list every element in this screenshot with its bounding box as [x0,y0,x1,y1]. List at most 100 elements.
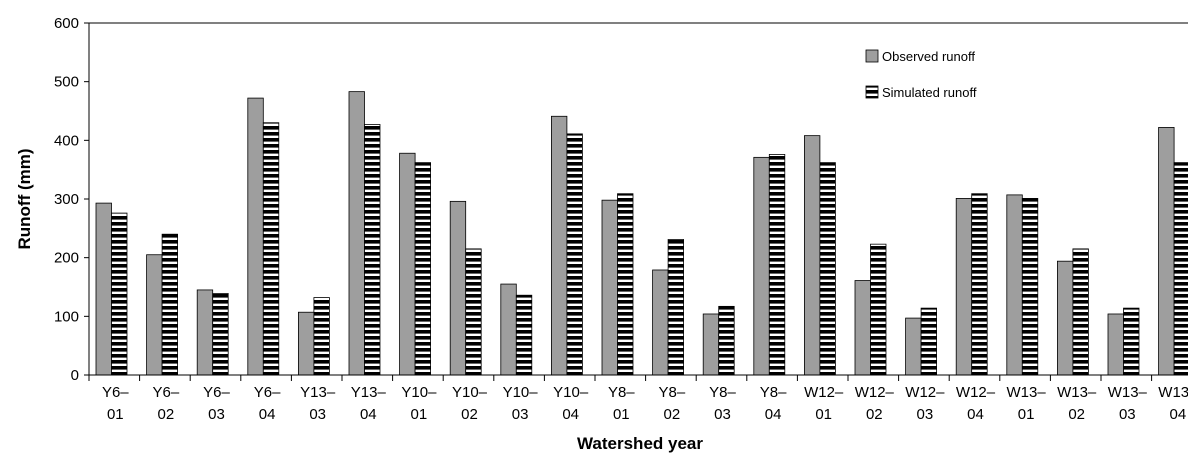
bar-observed [905,317,922,376]
x-tick-label-line2: 02 [158,406,175,423]
y-axis-title: Runoff (mm) [15,148,34,249]
x-tick-label-line1: Y10– [553,384,589,401]
x-tick-label-line1: W12– [855,384,895,401]
legend-label-observed: Observed runoff [882,49,975,64]
bar-observed [1006,194,1023,376]
bar-observed [500,283,517,376]
bar-simulated [667,239,684,376]
x-tick-label-line2: 01 [815,406,832,423]
x-tick-label-line1: Y8– [659,384,686,401]
bar-simulated [566,133,583,376]
y-tick-label: 500 [54,74,79,91]
bar-observed [854,280,871,376]
x-tick-label-line1: W13– [1158,384,1188,401]
bar-observed [247,97,264,376]
bar-simulated [1021,198,1039,376]
x-tick-label-line2: 01 [1018,406,1035,423]
bar-observed [146,254,163,376]
x-tick-label-line1: Y10– [503,384,539,401]
x-tick-label-line1: Y6– [102,384,129,401]
bar-observed [702,313,720,376]
bar-simulated [262,122,280,376]
bar-observed [399,152,416,376]
x-tick-label-line2: 01 [613,406,630,423]
bar-simulated [515,294,533,376]
bar-simulated [465,248,482,376]
bar-observed [652,269,669,376]
bar-observed [1107,313,1124,376]
x-tick-label-line1: W12– [905,384,945,401]
bar-observed [1158,127,1175,376]
legend-swatch-simulated [865,85,879,99]
x-tick-label-line2: 03 [512,406,529,423]
bar-simulated [819,162,836,376]
x-tick-label-line1: W13– [1057,384,1097,401]
bar-simulated [212,293,229,376]
bar-simulated [414,162,432,376]
bar-observed [196,289,214,376]
x-tick-label-line1: Y6– [254,384,281,401]
bar-observed [449,200,467,376]
y-tick-label: 600 [54,15,79,32]
bar-observed [955,198,973,376]
x-tick-label-line2: 03 [1119,406,1136,423]
x-tick-label-line1: Y13– [300,384,336,401]
legend: Observed runoff Simulated runoff [865,49,977,100]
x-tick-label-line1: Y13– [351,384,387,401]
x-tick-label-line2: 01 [107,406,124,423]
bars [95,91,1188,376]
bar-observed [753,156,770,376]
y-axis-ticks: 0 100 200 300 400 500 600 [54,15,89,384]
x-axis-title: Watershed year [577,434,703,453]
x-tick-label-line2: 04 [562,406,579,423]
x-axis-ticks: Y6– 01 Y6– 02 Y6– 03 Y6– 04 Y13– 03 Y13– 04 Y10– 01 Y1… [88,375,1188,423]
bar-simulated [364,124,381,376]
y-tick-label: 400 [54,132,79,149]
legend-swatch-observed [865,49,879,63]
bar-simulated [1072,248,1089,376]
bar-simulated [1123,307,1140,376]
x-tick-label-line1: Y8– [709,384,736,401]
bar-observed [601,199,618,376]
x-tick-label-line2: 04 [1170,406,1187,423]
x-tick-label-line2: 04 [967,406,984,423]
bar-simulated [768,154,786,376]
x-tick-label-line1: Y10– [401,384,437,401]
x-tick-label-line2: 04 [360,406,377,423]
bar-simulated [920,307,937,376]
y-tick-label: 200 [54,250,79,267]
bar-observed [1057,260,1074,376]
x-tick-label-line2: 02 [1068,406,1085,423]
y-tick-label: 300 [54,191,79,208]
x-tick-label-line1: Y6– [153,384,180,401]
x-tick-label-line2: 04 [765,406,782,423]
bar-simulated [971,193,988,376]
x-tick-label-line2: 02 [461,406,478,423]
x-tick-label-line1: Y8– [608,384,635,401]
bar-simulated [161,233,179,376]
bar-observed [348,91,365,376]
x-tick-label-line1: Y10– [452,384,488,401]
x-tick-label-line1: Y8– [760,384,787,401]
bar-observed [551,115,568,376]
x-tick-label-line2: 03 [917,406,934,423]
bar-simulated [617,193,634,376]
legend-label-simulated: Simulated runoff [882,85,977,100]
x-tick-label-line2: 03 [714,406,731,423]
x-tick-label-line2: 03 [309,406,326,423]
x-tick-label-line1: W12– [956,384,996,401]
bar-simulated [111,212,128,376]
x-tick-label-line2: 02 [664,406,681,423]
y-tick-label: 0 [71,367,79,384]
bar-observed [804,135,821,376]
bar-simulated [718,305,735,376]
x-tick-label-line1: W13– [1007,384,1047,401]
x-tick-label-line2: 03 [208,406,225,423]
x-tick-label-line2: 01 [411,406,428,423]
bar-simulated [870,243,887,376]
bar-observed [297,311,315,376]
y-tick-label: 100 [54,308,79,325]
x-tick-label-line1: Y6– [203,384,230,401]
bar-observed [95,202,112,376]
